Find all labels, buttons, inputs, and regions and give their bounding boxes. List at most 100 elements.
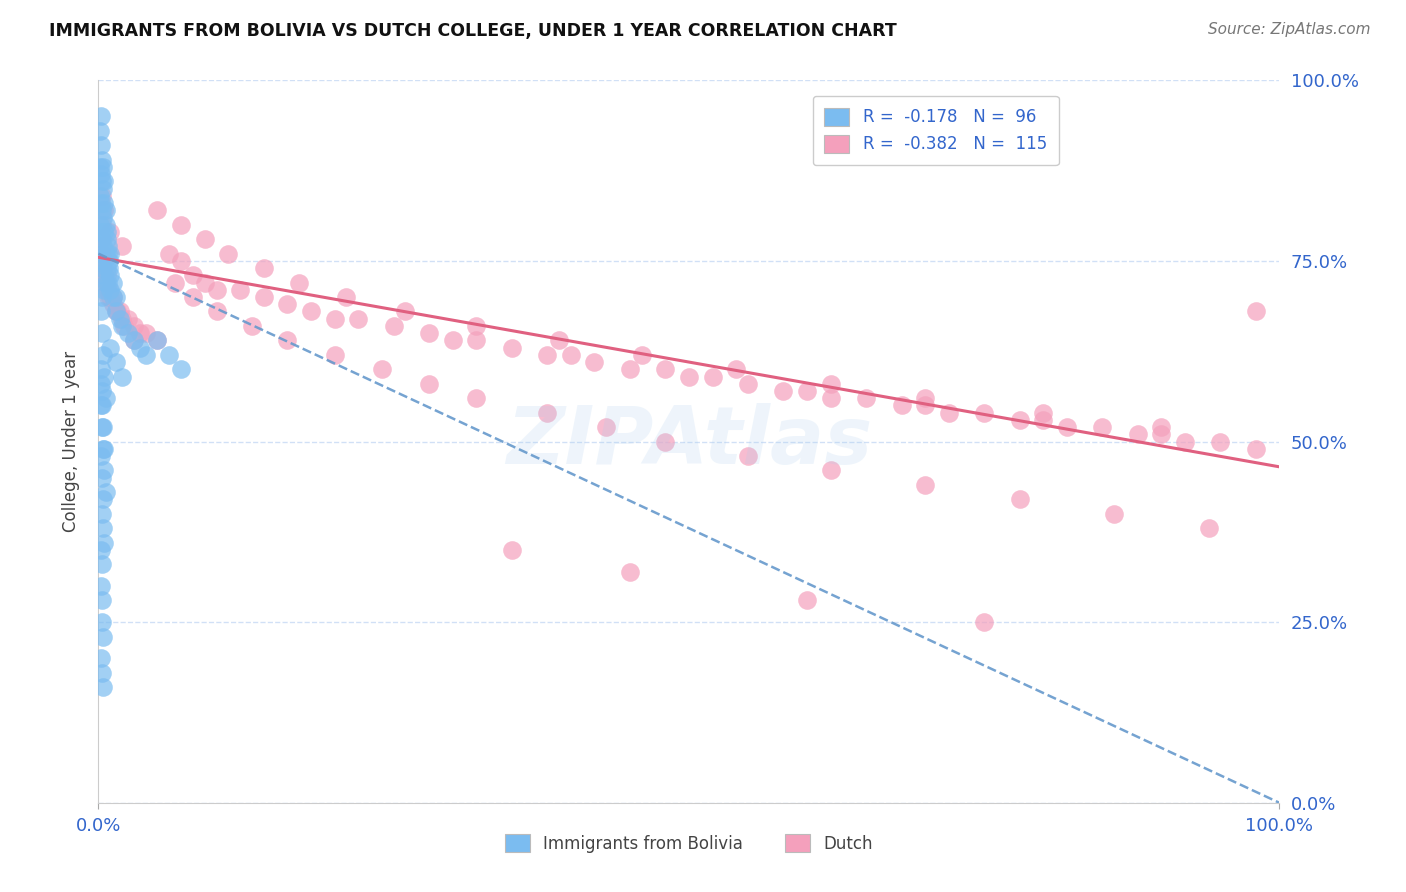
Point [93, 253, 115, 268]
Point [630, 348, 652, 362]
Point [157, 246, 180, 260]
Point [737, 376, 759, 391]
Point [335, 290, 357, 304]
Point [548, 334, 571, 348]
Point [90, 449, 112, 463]
Point [91, 420, 114, 434]
Point [93, 463, 115, 477]
Point [105, 355, 128, 369]
Point [796, 384, 818, 398]
Point [93, 174, 115, 188]
Point [1008, 492, 1031, 507]
Point [111, 239, 134, 253]
Point [973, 406, 995, 420]
Point [94, 276, 117, 290]
Point [288, 276, 311, 290]
Point [135, 348, 157, 362]
Point [91, 470, 114, 484]
Point [122, 334, 145, 348]
Point [96, 268, 118, 283]
Point [914, 398, 936, 412]
Point [890, 398, 912, 412]
Point [146, 334, 169, 348]
Point [146, 334, 169, 348]
Point [91, 680, 114, 694]
Point [101, 290, 124, 304]
Point [1056, 420, 1078, 434]
Point [772, 384, 794, 398]
Point [820, 463, 842, 477]
Point [101, 276, 124, 290]
Point [91, 211, 114, 225]
Point [97, 246, 120, 260]
Point [347, 311, 370, 326]
Point [654, 362, 676, 376]
Point [181, 268, 204, 283]
Point [94, 485, 117, 500]
Point [91, 398, 114, 412]
Point [181, 290, 204, 304]
Point [94, 218, 117, 232]
Point [91, 189, 114, 203]
Point [91, 507, 114, 521]
Point [973, 615, 995, 630]
Point [97, 239, 120, 253]
Point [737, 449, 759, 463]
Point [122, 318, 145, 333]
Point [89, 189, 111, 203]
Point [90, 651, 112, 665]
Point [619, 362, 641, 376]
Point [820, 391, 842, 405]
Point [93, 283, 115, 297]
Point [90, 196, 112, 211]
Point [323, 348, 346, 362]
Point [91, 420, 114, 434]
Point [96, 283, 118, 297]
Point [240, 318, 263, 333]
Point [276, 297, 298, 311]
Point [418, 326, 440, 340]
Point [105, 290, 128, 304]
Point [371, 362, 394, 376]
Point [91, 558, 114, 572]
Point [441, 334, 464, 348]
Point [97, 276, 120, 290]
Point [98, 283, 121, 297]
Point [194, 276, 217, 290]
Point [91, 246, 114, 260]
Point [1150, 420, 1173, 434]
Point [91, 153, 114, 167]
Point [165, 276, 187, 290]
Point [98, 268, 121, 283]
Text: ZIPAtlas: ZIPAtlas [506, 402, 872, 481]
Point [94, 246, 117, 260]
Text: Source: ZipAtlas.com: Source: ZipAtlas.com [1208, 22, 1371, 37]
Point [91, 268, 114, 283]
Point [1244, 442, 1267, 456]
Point [91, 290, 114, 304]
Point [725, 362, 748, 376]
Point [98, 246, 121, 260]
Point [90, 304, 112, 318]
Point [91, 593, 114, 607]
Point [501, 341, 523, 355]
Point [1032, 413, 1054, 427]
Point [170, 218, 193, 232]
Point [135, 326, 157, 340]
Point [93, 196, 115, 211]
Point [91, 246, 114, 260]
Point [111, 318, 134, 333]
Point [91, 261, 114, 276]
Point [108, 304, 131, 318]
Point [93, 369, 115, 384]
Point [702, 369, 724, 384]
Point [98, 290, 121, 304]
Point [796, 593, 818, 607]
Point [536, 406, 558, 420]
Point [382, 318, 405, 333]
Point [418, 376, 440, 391]
Point [394, 304, 416, 318]
Point [91, 521, 114, 535]
Point [583, 355, 606, 369]
Point [91, 630, 114, 644]
